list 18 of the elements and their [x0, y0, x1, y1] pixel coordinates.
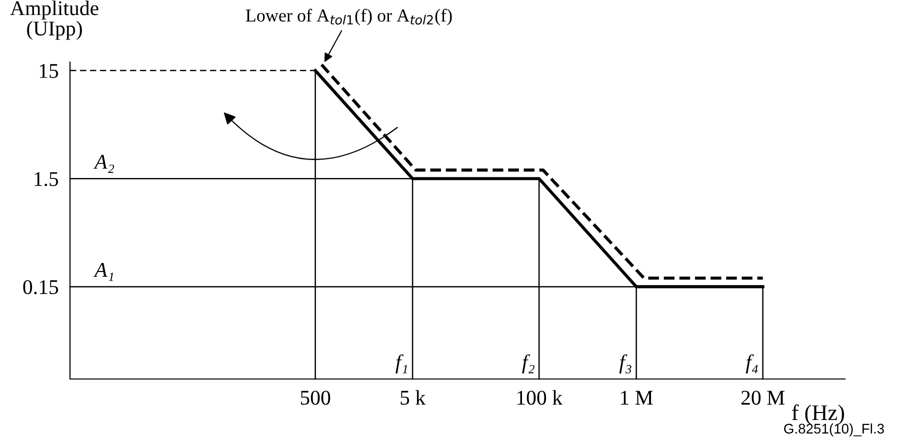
y-tick-label: 15 [40, 64, 58, 78]
y-axis-title: Amplitude (UIpp) [10, 0, 98, 40]
x-tick-label: 1 M [621, 390, 653, 405]
annotation: f₁ [396, 354, 408, 374]
annotation: Lower of A$_{tol1}$(f) or A$_{tol2}$(f) [246, 8, 452, 26]
x-tick-label: 500 [300, 390, 330, 405]
annotation: A₂ [93, 154, 114, 173]
annotation: f₃ [619, 354, 632, 374]
x-tick-label: 100 k [517, 390, 563, 405]
text: G.8251(10)_Fl.3 [784, 423, 884, 436]
y-tick-label: 0.15 [23, 280, 58, 294]
x-tick-label: 20 M [741, 390, 784, 405]
y-tick-label: 1.5 [34, 172, 58, 186]
annotation: f₄ [746, 354, 758, 374]
x-tick-label: 5 k [400, 390, 426, 405]
annotation: A₁ [93, 262, 114, 281]
annotation: f₂ [522, 354, 534, 374]
x-axis-title: f (Hz) [792, 404, 844, 425]
